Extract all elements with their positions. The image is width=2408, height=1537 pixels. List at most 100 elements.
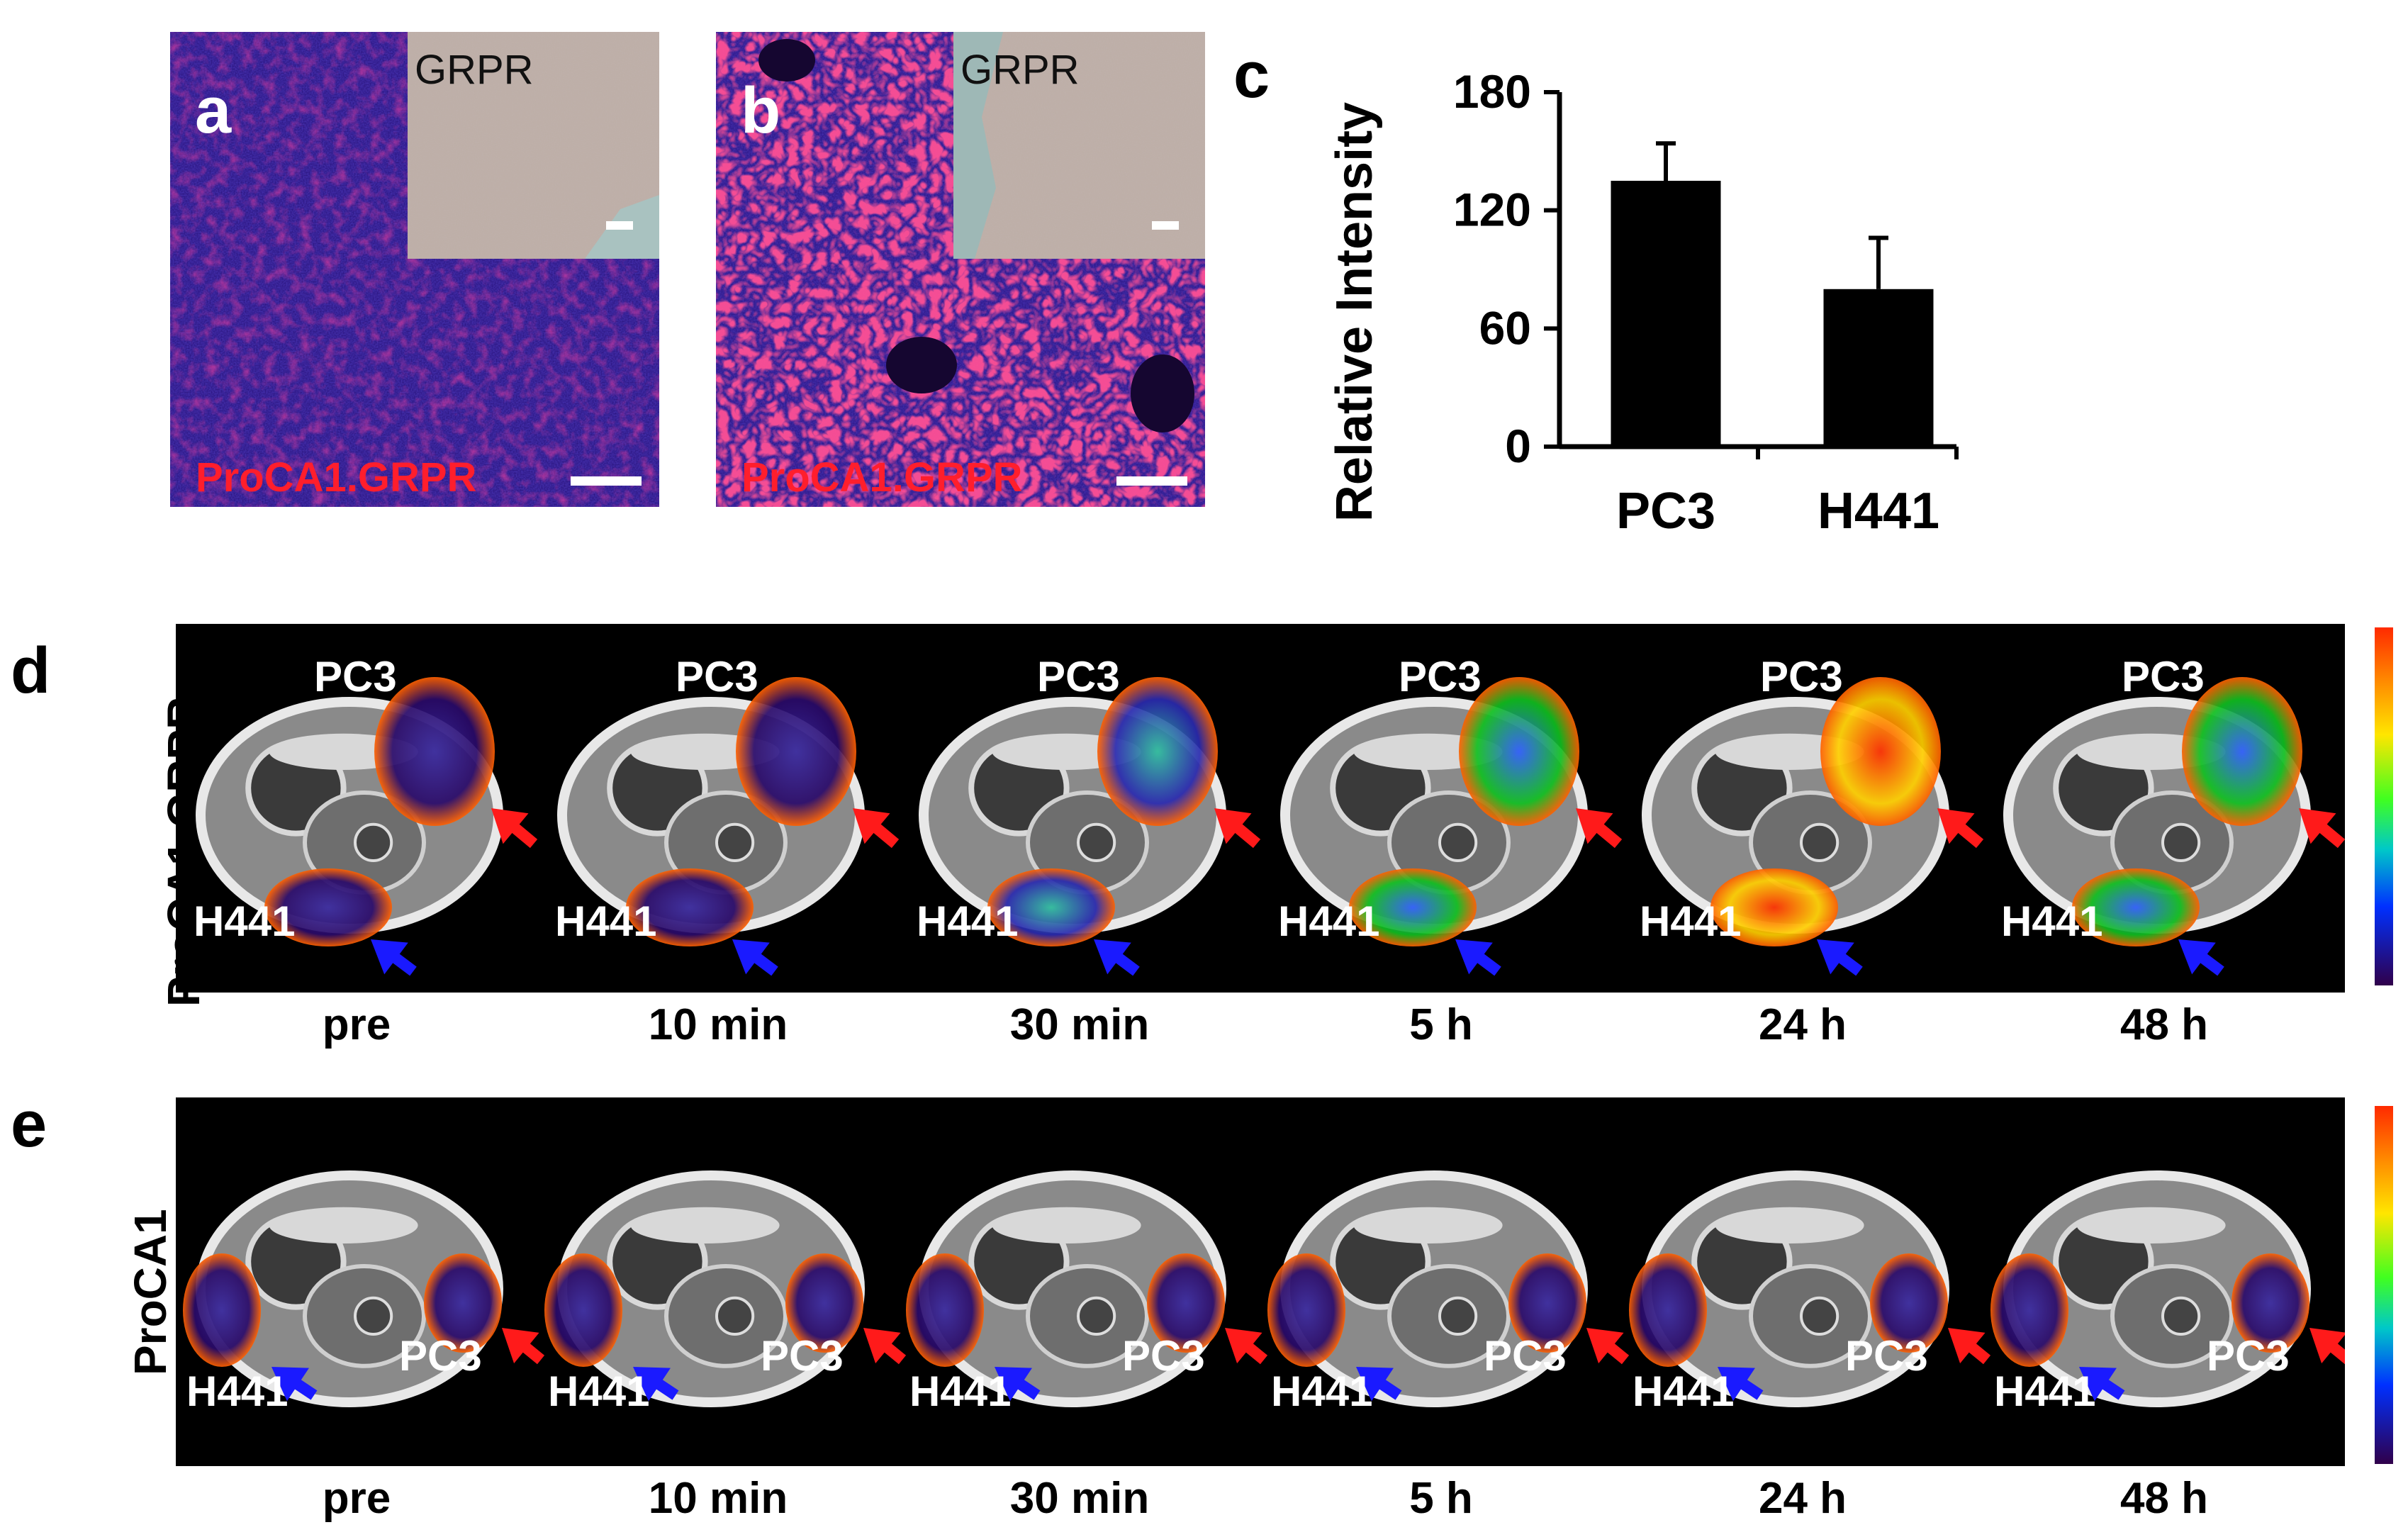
spine [1077,1296,1116,1336]
timepoint-label: 10 min [648,1000,788,1049]
tumor-label-pc3: PC3 [314,653,397,700]
tumor-label-h441: H441 [2001,898,2103,945]
arrow-pc3-head [853,808,890,844]
spine [1438,1296,1478,1336]
arrow-h441-head [1455,939,1493,975]
timepoint-label: 30 min [1009,1000,1150,1049]
inset-b [953,32,1205,259]
tumor-signal [1629,1253,1707,1367]
timepoint-label: 30 min [1009,1474,1150,1523]
tumor-signal [1267,1253,1345,1367]
tumor-label-h441: H441 [186,1368,289,1415]
tumor-signal [2072,868,2200,946]
arrow-pc3-head [1225,1328,1262,1364]
mri-strip-e-images [183,1170,2345,1407]
tumor-label-pc3: PC3 [676,653,758,700]
arrow-pc3-head [491,808,529,844]
spine [2161,1296,2201,1336]
arrow-pc3-head [1948,1328,1986,1364]
tumor-label-pc3: PC3 [1845,1332,1928,1380]
spine [2161,822,2201,862]
tumor-signal [987,868,1115,946]
mri-strip-d-images [196,677,2345,976]
tumor-label-h441: H441 [194,898,296,945]
arrow-h441-head [2178,939,2216,975]
arrow-pc3-head [1586,1328,1624,1364]
spine [1800,1296,1839,1336]
arrow-h441-head [1094,939,1131,975]
inset-title-a: GRPR [415,47,534,93]
x-tick-label: PC3 [1616,483,1715,540]
spine [1800,822,1839,862]
tumor-label-h441: H441 [1271,1368,1373,1415]
tumor-signal [626,868,754,946]
y-tick-label: 180 [1453,65,1531,118]
tumor-signal [1870,1253,1948,1353]
scale-bar-a [571,476,642,486]
tumor-signal [2231,1253,2309,1353]
y-axis-label: Relative Intensity [1326,102,1383,522]
arrow-pc3-head [1214,808,1252,844]
arrow-pc3-head [502,1328,539,1364]
tumor-signal [1820,677,1941,826]
micrograph-b [716,32,1205,507]
inset-b-texture [953,32,1205,259]
tumor-signal [906,1253,984,1367]
arrow-h441-head [1718,1367,1755,1402]
tumor-signal [424,1253,502,1353]
bar-pc3 [1611,181,1721,447]
tumor-label-h441: H441 [1640,898,1742,945]
fat-layer [2076,1207,2226,1243]
tumor-label-pc3: PC3 [1399,653,1482,700]
tumor-label-h441: H441 [555,898,657,945]
tumor-signal [1508,1253,1586,1353]
fat-layer [1715,1207,1864,1243]
tumor-label-pc3: PC3 [761,1332,844,1380]
tumor-signal [1459,677,1579,826]
arrow-h441-head [2079,1367,2117,1402]
tumor-signal [183,1253,261,1367]
y-tick-label: 60 [1479,301,1531,354]
colorbar-e [2375,1106,2393,1464]
timepoint-label: pre [322,1000,391,1049]
stain-label-b: ProCA1.GRPR [741,454,1023,501]
x-tick-label: H441 [1818,483,1939,540]
tumor-signal [544,1253,622,1367]
tumor-label-pc3: PC3 [1484,1332,1567,1380]
micrograph-a [170,32,659,507]
timepoint-label: 10 min [648,1474,788,1523]
tumor-label-pc3: PC3 [2122,653,2205,700]
timepoint-label: 48 h [2119,1000,2209,1049]
arrow-h441-head [1356,1367,1394,1402]
spine [1438,822,1478,862]
panel-label-e: e [11,1088,47,1161]
inset-title-b: GRPR [961,47,1080,93]
timepoint-label: 48 h [2119,1474,2209,1523]
mri-strip-d [176,624,2345,993]
arrow-h441-head [995,1367,1032,1402]
fat-layer [992,1207,1141,1243]
tumor-label-h441: H441 [1278,898,1380,945]
timepoint-label: 5 h [1409,1000,1473,1049]
scale-bar-inset-a [606,221,633,230]
panel-label-c: c [1233,39,1270,111]
tumor-label-h441: H441 [548,1368,650,1415]
arrow-h441-head [371,939,408,975]
timepoint-label: pre [322,1474,391,1523]
tumor-signal [1097,677,1218,826]
panel-label-d: d [11,635,51,707]
tumor-label-h441: H441 [1633,1368,1735,1415]
spine [715,1296,755,1336]
timepoint-label: 24 h [1758,1000,1847,1049]
tumor-signal [1349,868,1477,946]
spine [354,1296,393,1336]
tumor-label-pc3: PC3 [1037,653,1120,700]
y-tick-label: 0 [1505,420,1531,472]
arrow-h441-head [732,939,770,975]
tumor-label-h441: H441 [917,898,1019,945]
tumor-signal [264,868,392,946]
panel-label-b: b [741,74,781,147]
panel-label-a: a [195,74,232,147]
y-tick-label: 120 [1453,184,1531,236]
arrow-pc3-head [863,1328,901,1364]
